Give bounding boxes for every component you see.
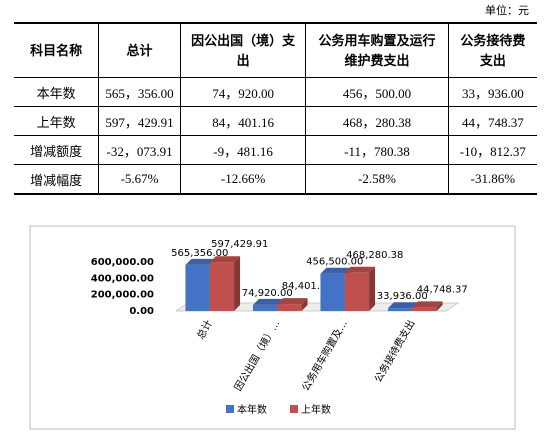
bar-side [369, 266, 376, 311]
header-cell: 公务接待费支出 [447, 22, 537, 78]
bar-top [277, 298, 308, 305]
x-tick-label: 公务用车购置及… [299, 318, 350, 394]
bar-side [234, 256, 241, 311]
y-tick-label: 200,000.00 [91, 290, 154, 301]
value-label: 44,748.37 [417, 284, 468, 295]
table-cell: 本年数 [14, 77, 100, 107]
table-cell: 74，920.00 [179, 77, 307, 107]
table-cell: -2.58% [305, 164, 449, 195]
header-cell: 总计 [98, 22, 181, 78]
value-label: 33,936.00 [377, 291, 428, 302]
table-cell: 456，500.00 [305, 77, 449, 107]
value-label: 84,401.16 [282, 281, 333, 292]
table-cell: 上年数 [14, 106, 100, 136]
legend-label: 上年数 [301, 403, 331, 416]
bar [412, 307, 437, 311]
y-tick-label: 600,000.00 [91, 257, 154, 268]
bar-top [185, 258, 216, 265]
bar [277, 304, 302, 311]
table-cell: 565，356.00 [98, 77, 181, 107]
bar [185, 264, 210, 311]
table-cell: 增减额度 [14, 135, 100, 165]
bar-top [320, 267, 351, 274]
table-cell: -10，812.37 [447, 135, 537, 165]
table-cell: 597，429.91 [98, 106, 181, 136]
table-cell: -5.67% [98, 164, 181, 195]
value-label: 456,500.00 [306, 257, 363, 268]
value-label: 565,356.00 [171, 248, 228, 259]
x-tick-label: 公务接待费支出 [371, 318, 417, 385]
header-cell: 因公出国（境）支出 [179, 22, 307, 78]
table-cell: -9，481.16 [179, 135, 307, 165]
bar [320, 273, 345, 311]
table-cell: -31.86% [447, 164, 537, 195]
bar-top [387, 302, 419, 309]
legend-label: 本年数 [237, 403, 267, 416]
value-label: 597,429.91 [211, 239, 268, 250]
bar-side [301, 298, 308, 311]
table-cell: 增减幅度 [14, 164, 100, 195]
table-cell: -11，780.38 [305, 135, 449, 165]
legend-swatch [290, 405, 298, 413]
bar-side [436, 301, 443, 311]
bar-top [209, 256, 241, 263]
bar-top [412, 301, 443, 308]
x-tick-label: 总计 [194, 318, 215, 342]
table-cell: 44，748.37 [447, 106, 537, 136]
bar [344, 272, 370, 311]
table-row: 上年数 597，429.91 84，401.16 468，280.38 44，748.3… [14, 106, 537, 136]
bar-top [344, 266, 376, 273]
bar [252, 304, 278, 311]
x-tick-label: 因公出国（境）… [231, 318, 282, 394]
budget-table: 科目名称 总计 因公出国（境）支出 公务用车购置及运行维护费支出 公务接待费支出 本年数 5… [14, 22, 537, 195]
value-label: 74,920.00 [242, 288, 293, 299]
table-row: 增减幅度 -5.67% -12.66% -2.58% -31.86% [14, 164, 537, 195]
unit-label: 单位：元 [485, 5, 529, 17]
bar [209, 262, 235, 311]
header-cell: 科目名称 [14, 22, 100, 78]
table-row: 增减额度 -32，073.91 -9，481.16 -11，780.38 -10，812… [14, 135, 537, 165]
chart-frame [29, 225, 516, 430]
value-label: 468,280.38 [346, 250, 403, 261]
bar-top [252, 298, 284, 305]
table-cell: -12.66% [179, 164, 307, 195]
y-tick-label: 400,000.00 [91, 273, 154, 284]
bar [387, 308, 413, 311]
y-tick-label: 0.00 [129, 306, 154, 317]
table-cell: -32，073.91 [98, 135, 181, 165]
header-row: 科目名称 总计 因公出国（境）支出 公务用车购置及运行维护费支出 公务接待费支出 [14, 22, 537, 78]
legend-swatch [226, 405, 234, 413]
